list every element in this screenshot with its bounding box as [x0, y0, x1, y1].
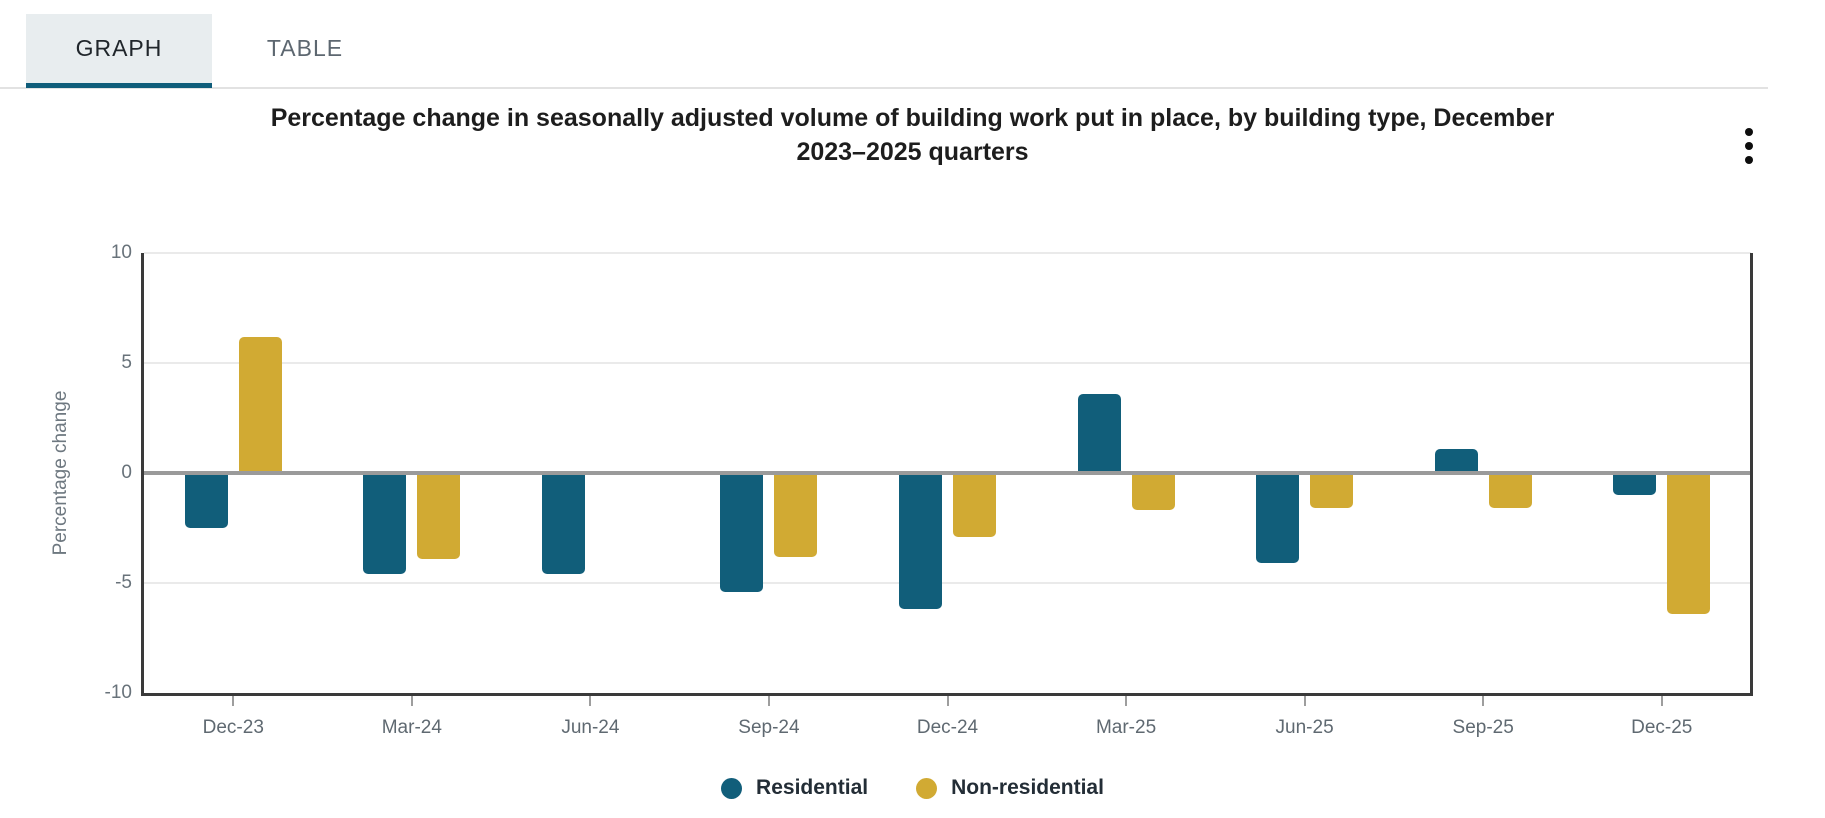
kebab-menu-icon[interactable] [1737, 122, 1761, 170]
bar-non-residential-Dec-24 [953, 473, 996, 537]
tab-graph[interactable]: GRAPH [26, 14, 212, 88]
y-axis-line [141, 253, 144, 696]
y-tick-label-10: 10 [110, 242, 132, 263]
y-tick-label-0: 0 [121, 462, 132, 483]
x-axis-line [141, 693, 1753, 696]
x-tick-Dec-25 [1660, 696, 1663, 706]
gridline--5 [144, 582, 1751, 584]
x-tick-label-Mar-25: Mar-25 [1095, 717, 1157, 738]
bar-non-residential-Jun-25 [1310, 473, 1354, 509]
x-tick-label-Sep-24: Sep-24 [738, 717, 800, 738]
bar-non-residential-Mar-24 [417, 473, 461, 559]
x-tick-label-Jun-24: Jun-24 [561, 717, 620, 738]
x-tick-Jun-25 [1303, 696, 1306, 706]
x-tick-label-Mar-24: Mar-24 [381, 717, 442, 738]
bar-residential-Jun-25 [1256, 473, 1300, 564]
x-tick-Mar-25 [1125, 696, 1128, 706]
gridline-5 [144, 362, 1751, 364]
bar-residential-Sep-25 [1434, 448, 1478, 473]
tab-table[interactable]: TABLE [266, 35, 344, 61]
y-tick-label--10: -10 [104, 682, 132, 703]
x-tick-Dec-24 [946, 696, 949, 706]
bar-non-residential-Mar-25 [1131, 473, 1175, 511]
bar-residential-Dec-24 [899, 473, 942, 610]
bar-residential-Dec-25 [1613, 473, 1657, 495]
chart-title-line1: Percentage change in seasonally adjusted… [270, 104, 1555, 132]
legend: Residential Non-residential [0, 776, 1825, 800]
bar-residential-Sep-24 [720, 473, 764, 592]
bar-non-residential-Sep-24 [774, 473, 818, 557]
legend-label-non-residential: Non-residential [951, 776, 1104, 799]
gridline-10 [144, 252, 1751, 254]
tab-bar-divider [0, 87, 1768, 89]
y-tick-label--5: -5 [115, 572, 132, 593]
bar-non-residential-Dec-23 [238, 336, 282, 473]
x-tick-label-Dec-23: Dec-23 [202, 717, 264, 738]
plot-right-border [1750, 253, 1753, 696]
x-tick-Mar-24 [410, 696, 413, 706]
bar-residential-Mar-24 [363, 473, 407, 575]
zero-gridline [144, 471, 1751, 475]
x-tick-label-Jun-25: Jun-25 [1275, 717, 1334, 738]
residential-swatch-icon [721, 777, 743, 799]
bar-residential-Mar-25 [1077, 393, 1121, 473]
bar-non-residential-Sep-25 [1488, 473, 1532, 509]
x-tick-Dec-23 [232, 696, 235, 706]
non-residential-swatch-icon [916, 777, 938, 799]
legend-item-non-residential[interactable]: Non-residential [916, 776, 1104, 800]
chart-title: Percentage change in seasonally adjusted… [0, 101, 1825, 169]
x-tick-label-Dec-25: Dec-25 [1631, 717, 1693, 738]
bar-non-residential-Dec-25 [1667, 473, 1711, 614]
legend-label-residential: Residential [756, 776, 869, 799]
chart-title-line2: 2023–2025 quarters [796, 138, 1029, 166]
x-tick-Jun-24 [589, 696, 592, 706]
bar-residential-Jun-24 [541, 473, 585, 575]
x-tick-Sep-25 [1482, 696, 1485, 706]
x-tick-label-Sep-25: Sep-25 [1452, 717, 1514, 738]
legend-item-residential[interactable]: Residential [721, 776, 868, 800]
x-tick-Sep-24 [767, 696, 770, 706]
x-tick-label-Dec-24: Dec-24 [916, 717, 979, 738]
y-tick-label-5: 5 [121, 352, 132, 373]
bar-residential-Dec-23 [184, 473, 228, 528]
